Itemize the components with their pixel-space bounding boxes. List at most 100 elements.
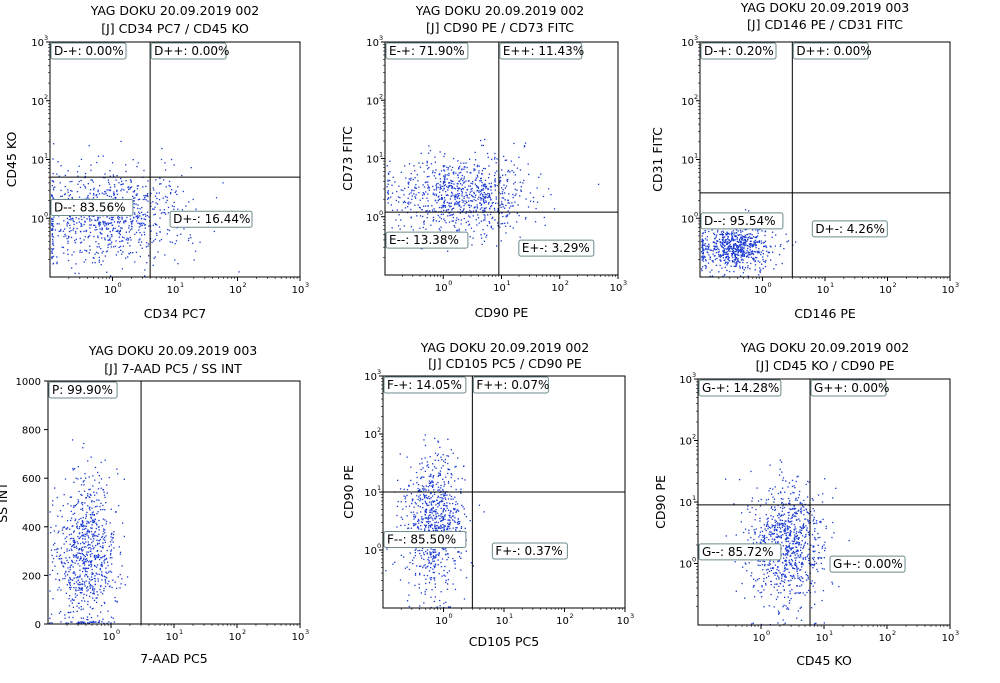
scatter-point [432, 485, 433, 486]
scatter-point [429, 582, 430, 583]
scatter-point [444, 519, 445, 520]
scatter-point [72, 525, 73, 526]
scatter-point [92, 545, 93, 546]
scatter-point [449, 469, 450, 470]
scatter-point [447, 508, 448, 509]
scatter-point [113, 547, 114, 548]
scatter-point [735, 239, 736, 240]
scatter-point [744, 598, 745, 599]
scatter-point [444, 484, 445, 485]
scatter-point [71, 511, 72, 512]
scatter-point [88, 552, 89, 553]
scatter-point [750, 237, 751, 238]
scatter-point [757, 252, 758, 253]
x-tick-exponent: 1 [507, 279, 511, 287]
scatter-point [51, 614, 52, 615]
scatter-point [720, 244, 721, 245]
scatter-point [71, 622, 72, 623]
scatter-point [64, 552, 65, 553]
scatter-point [740, 241, 741, 242]
scatter-point [77, 478, 78, 479]
scatter-point [439, 489, 440, 490]
y-axis-label: CD45 KO [4, 132, 19, 188]
scatter-point [528, 174, 529, 175]
scatter-point [751, 257, 752, 258]
scatter-point [435, 557, 436, 558]
scatter-point [433, 515, 434, 516]
scatter-point [129, 188, 130, 189]
scatter-point [97, 544, 98, 545]
scatter-point [455, 173, 456, 174]
scatter-point [462, 202, 463, 203]
scatter-point [750, 249, 751, 250]
scatter-point [403, 496, 404, 497]
scatter-point [161, 148, 162, 149]
scatter-point [725, 239, 726, 240]
scatter-point [489, 194, 490, 195]
scatter-point [443, 530, 444, 531]
scatter-point [413, 525, 414, 526]
y-tick-exponent: 2 [694, 93, 698, 101]
scatter-point [134, 212, 135, 213]
scatter-point [520, 169, 521, 170]
scatter-point [102, 252, 103, 253]
scatter-point [705, 268, 706, 269]
scatter-point [92, 569, 93, 570]
scatter-point [102, 251, 103, 252]
scatter-point [60, 589, 61, 590]
scatter-point [147, 193, 148, 194]
scatter-point [758, 233, 759, 234]
scatter-point [766, 524, 767, 525]
scatter-point [441, 501, 442, 502]
scatter-point [751, 623, 752, 624]
scatter-point [449, 516, 450, 517]
scatter-point [450, 180, 451, 181]
scatter-point [702, 266, 703, 267]
scatter-point [156, 202, 157, 203]
scatter-point [52, 228, 53, 229]
scatter-point [787, 532, 788, 533]
scatter-point [797, 578, 798, 579]
scatter-point [76, 548, 77, 549]
scatter-point [414, 523, 415, 524]
scatter-point [55, 229, 56, 230]
scatter-point [78, 491, 79, 492]
scatter-point [89, 544, 90, 545]
scatter-point [75, 590, 76, 591]
scatter-point [400, 488, 401, 489]
scatter-point [86, 581, 87, 582]
scatter-point [447, 195, 448, 196]
scatter-point [439, 600, 440, 601]
scatter-point [447, 589, 448, 590]
quadrant-label-text: E-+: 71.90% [389, 44, 465, 58]
scatter-point [409, 178, 410, 179]
scatter-point [766, 530, 767, 531]
scatter-point [755, 247, 756, 248]
scatter-point [413, 229, 414, 230]
scatter-point [421, 516, 422, 517]
scatter-point [423, 184, 424, 185]
scatter-point [93, 520, 94, 521]
scatter-point [80, 543, 81, 544]
scatter-point [115, 512, 116, 513]
scatter-point [102, 556, 103, 557]
scatter-point [137, 223, 138, 224]
scatter-point [784, 507, 785, 508]
scatter-point [788, 528, 789, 529]
scatter-point [434, 157, 435, 158]
scatter-point [141, 222, 142, 223]
scatter-point [537, 202, 538, 203]
scatter-point [129, 225, 130, 226]
scatter-point [425, 567, 426, 568]
scatter-point [719, 251, 720, 252]
scatter-point [174, 259, 175, 260]
scatter-point [77, 536, 78, 537]
y-axis-label: SS INT [0, 482, 10, 523]
scatter-point [170, 241, 171, 242]
scatter-point [495, 178, 496, 179]
scatter-point [438, 496, 439, 497]
scatter-point [477, 204, 478, 205]
scatter-point [475, 152, 476, 153]
scatter-point [482, 196, 483, 197]
scatter-point [173, 209, 174, 210]
